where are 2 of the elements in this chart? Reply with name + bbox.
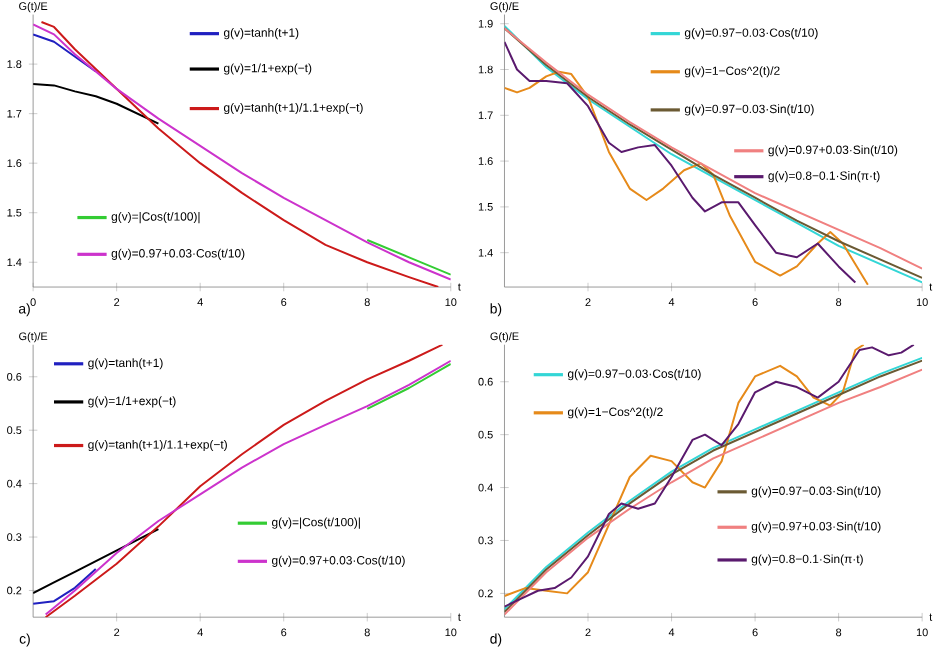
line-series [33, 82, 160, 125]
line-series [33, 567, 97, 605]
